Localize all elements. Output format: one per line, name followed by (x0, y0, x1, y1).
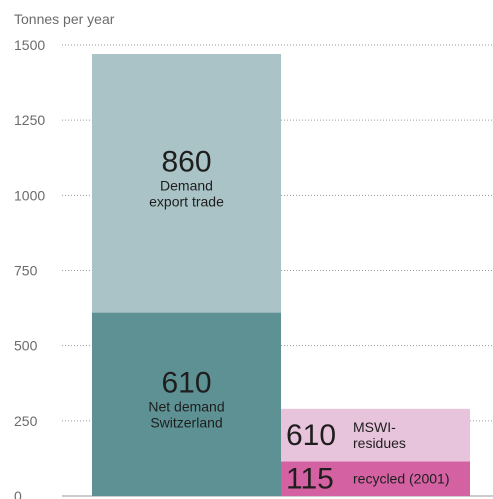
segment-description-label: residues (353, 435, 406, 451)
segment-description-label: export trade (149, 193, 224, 209)
segment-value-label: 860 (161, 145, 211, 178)
y-tick-label: 0 (14, 488, 22, 499)
segment-description-label: Net demand (148, 398, 224, 414)
gridlines: 0 250 500 750 1000 1250 1500 (14, 37, 493, 499)
y-tick-label: 500 (14, 338, 38, 354)
bar-segment (92, 54, 281, 313)
segment-value-label: 610 (161, 366, 211, 399)
segment-description-label: Switzerland (150, 414, 222, 430)
segment-description-label: MSWI- (353, 419, 396, 435)
bar-segment (92, 312, 281, 496)
bar-segment (281, 461, 470, 496)
y-axis-title: Tonnes per year (14, 11, 115, 27)
y-tick-label: 250 (14, 413, 38, 429)
segment-description-label: recycled (2001) (353, 471, 450, 487)
bar-segment (281, 408, 470, 462)
segment-description-label: Demand (160, 177, 213, 193)
segment-value-label: 610 (286, 419, 336, 452)
y-tick-label: 750 (14, 263, 38, 279)
y-tick-label: 1500 (14, 37, 45, 53)
y-tick-label: 1000 (14, 187, 45, 203)
bars (92, 54, 470, 496)
y-tick-label: 1250 (14, 112, 45, 128)
segment-value-label: 115 (286, 463, 334, 496)
